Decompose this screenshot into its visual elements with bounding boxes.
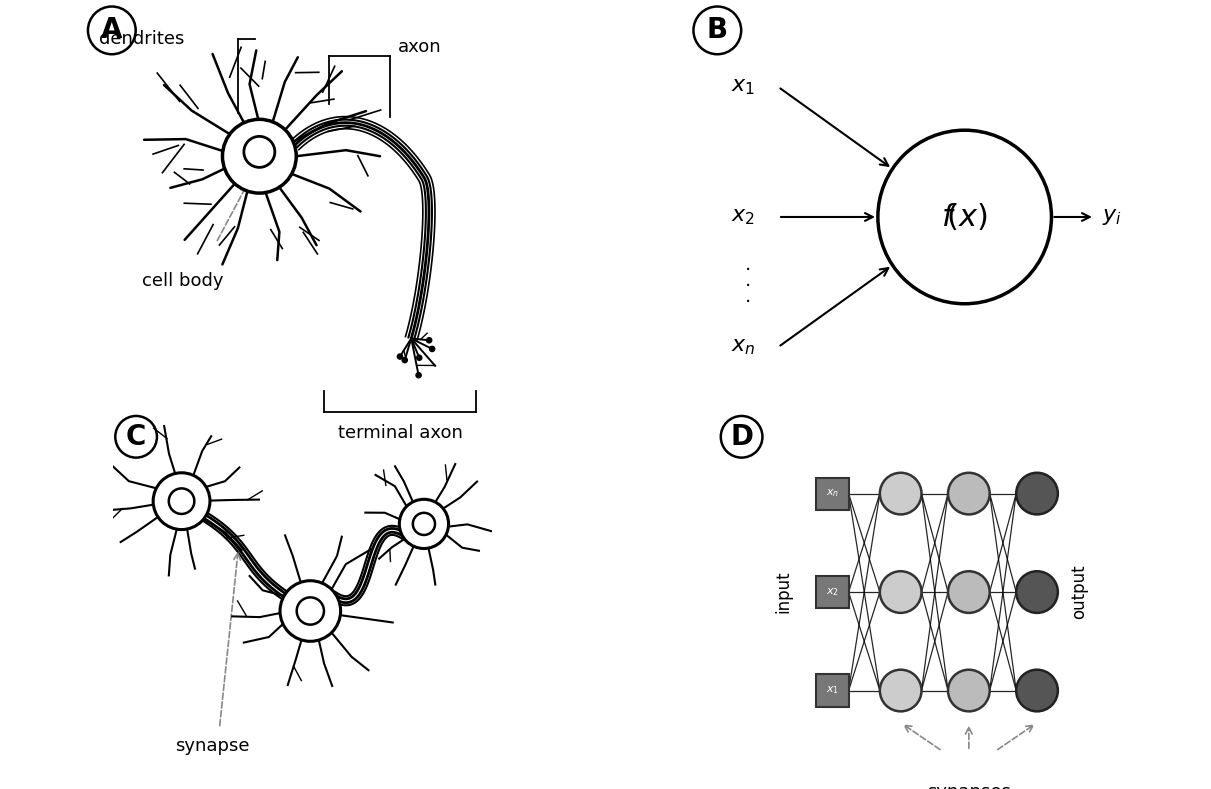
Circle shape [168,488,194,514]
Circle shape [948,670,989,712]
Circle shape [430,346,435,352]
Circle shape [417,372,421,378]
Circle shape [417,355,421,361]
Text: synapse: synapse [174,737,249,755]
Circle shape [413,513,435,535]
Circle shape [880,571,922,613]
Circle shape [280,581,340,641]
Bar [816,576,849,608]
Text: C: C [126,423,147,451]
Text: $f\!(x)$: $f\!(x)$ [941,201,988,233]
Circle shape [880,473,922,514]
Text: $x_1$: $x_1$ [731,77,756,97]
Circle shape [880,670,922,712]
Text: $x_2$: $x_2$ [731,207,756,227]
Text: D: D [730,423,753,451]
Text: ·
·
·: · · · [745,261,751,312]
Circle shape [1016,571,1058,613]
Text: output: output [1069,565,1087,619]
Circle shape [400,499,448,548]
Text: axon: axon [398,38,442,56]
Circle shape [397,354,402,359]
Text: $y_i$: $y_i$ [1102,207,1123,227]
Circle shape [948,473,989,514]
Text: dendrites: dendrites [99,30,184,48]
Circle shape [153,473,210,529]
Bar [816,675,849,707]
Text: input: input [774,570,792,613]
Text: terminal axon: terminal axon [338,424,463,443]
Circle shape [878,130,1051,304]
Text: $x_n$: $x_n$ [826,488,839,499]
Text: B: B [707,17,728,44]
Text: $x_1$: $x_1$ [826,685,839,697]
Bar [816,477,849,510]
Text: A: A [101,17,122,44]
Circle shape [223,119,297,193]
Text: cell body: cell body [142,272,224,290]
Circle shape [402,357,407,363]
Text: $x_n$: $x_n$ [731,337,756,357]
Circle shape [297,597,325,625]
Circle shape [1016,670,1058,712]
Circle shape [426,338,432,343]
Circle shape [948,571,989,613]
Text: synapses: synapses [926,783,1011,789]
Circle shape [1016,473,1058,514]
Circle shape [243,136,275,167]
Text: $x_2$: $x_2$ [826,586,839,598]
